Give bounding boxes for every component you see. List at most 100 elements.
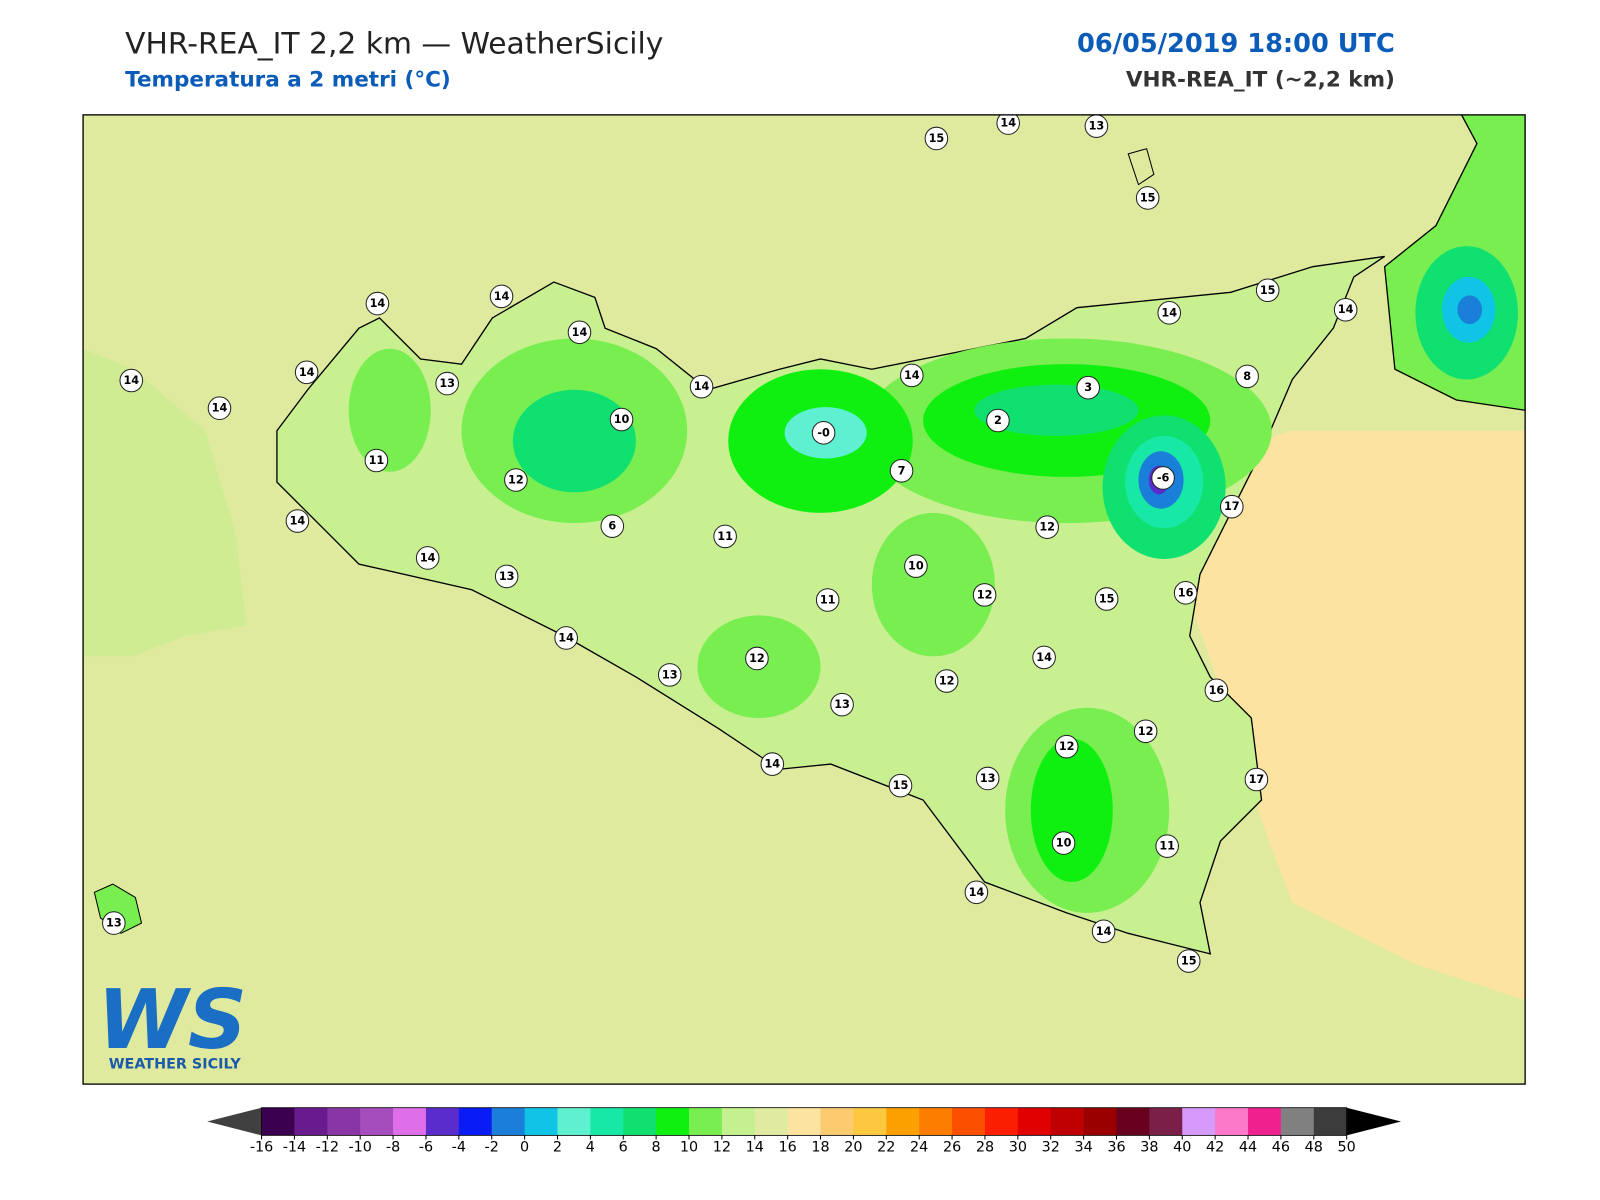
model: VHR-REA_IT (~2,2 km)	[1126, 68, 1395, 93]
logo-text: WEATHER SICILY	[109, 1057, 242, 1073]
station-marker	[760, 752, 785, 776]
colorbar-bin	[853, 1107, 887, 1136]
colorbar-bin	[360, 1107, 394, 1136]
station-value: 12	[939, 675, 955, 688]
station-value: 11	[820, 594, 836, 607]
colorbar-tick-label: 22	[877, 1140, 895, 1156]
datetime: 06/05/2019 18:00 UTC	[1077, 29, 1395, 59]
station-value: 14	[904, 369, 920, 382]
colorbar-bin	[919, 1107, 953, 1136]
station-value: 11	[717, 530, 733, 543]
colorbar-tick-label: 28	[976, 1140, 994, 1156]
colorbar-tick-label: 44	[1239, 1140, 1257, 1156]
station-value: 14	[694, 380, 710, 393]
station-marker	[554, 626, 578, 650]
station-marker	[657, 663, 682, 687]
station-value: 15	[1181, 955, 1197, 968]
colorbar-tick-label: 4	[586, 1140, 595, 1156]
station-value: 12	[977, 588, 993, 601]
colorbar: -16 -14 -12 -10 -8 -6 -4 -2 0 2 4 6 8 10 12 14 16 18 20 22 2…	[207, 1107, 1402, 1156]
colorbar-tick-label: 30	[1009, 1140, 1027, 1156]
colorbar-bin	[1149, 1107, 1183, 1136]
station-value: 10	[1056, 837, 1072, 850]
colorbar-bin	[1248, 1107, 1282, 1136]
station-marker	[609, 407, 634, 432]
colorbar-tick-label: -6	[419, 1140, 433, 1156]
station-value: 15	[1099, 592, 1115, 605]
station-value: -6	[1157, 471, 1170, 484]
colorbar-bin	[1313, 1107, 1348, 1136]
station-marker	[924, 126, 949, 151]
station-value: 13	[834, 698, 850, 711]
station-marker	[1094, 587, 1119, 611]
colorbar-bin	[557, 1107, 591, 1136]
station-marker	[964, 880, 989, 905]
station-value: 14	[969, 886, 985, 899]
station-marker	[1255, 278, 1280, 303]
station-marker	[713, 524, 737, 549]
colorbar-under	[207, 1107, 262, 1136]
station-value: 13	[499, 570, 515, 583]
colorbar-tick-label: 34	[1074, 1140, 1092, 1156]
colorbar-bin	[294, 1107, 328, 1136]
map: WS WEATHER SICILY 15 14 13 15 14 14 14 15 14 14 14…	[83, 114, 1526, 1085]
station-value: 6	[608, 520, 616, 533]
colorbar-tick-label: 10	[680, 1140, 698, 1156]
colorbar-over	[1346, 1107, 1402, 1136]
station-value: 17	[1249, 773, 1265, 786]
station-marker	[1054, 734, 1079, 759]
station-value: 15	[929, 132, 945, 145]
station-marker	[294, 360, 319, 385]
colorbar-bin	[590, 1107, 624, 1136]
colorbar-tick-label: 36	[1107, 1140, 1125, 1156]
station-value: 13	[106, 917, 122, 930]
colorbar-tick-label: 38	[1140, 1140, 1158, 1156]
colorbar-bin	[1215, 1107, 1249, 1136]
station-value: 14	[572, 326, 588, 339]
warm-sea	[1194, 430, 1526, 1000]
station-marker	[415, 546, 440, 570]
station-value: -0	[817, 426, 830, 439]
station-value: 14	[1338, 303, 1354, 316]
station-marker	[364, 448, 389, 473]
colorbar-tick-label: -2	[485, 1140, 499, 1156]
island	[1127, 148, 1155, 186]
colorbar-bin	[524, 1107, 558, 1136]
station-marker	[934, 669, 959, 693]
station-marker	[285, 509, 310, 533]
colorbar-bin	[425, 1107, 460, 1136]
colorbar-tick-label: -4	[452, 1140, 466, 1156]
colorbar-bin	[1116, 1107, 1150, 1136]
station-marker	[899, 363, 924, 388]
logo-mark: WS	[97, 973, 247, 1068]
station-marker	[996, 114, 1020, 135]
station-marker	[888, 773, 913, 798]
sea-zone	[83, 348, 247, 657]
colorbar-tick-label: 8	[652, 1140, 661, 1156]
colorbar-bin	[721, 1107, 756, 1136]
colorbar-tick-label: -14	[283, 1140, 306, 1156]
station-value: 14	[1096, 925, 1112, 938]
station-marker	[494, 564, 519, 589]
colorbar-bin	[491, 1107, 526, 1136]
station-value: 2	[994, 414, 1002, 427]
station-marker	[1157, 301, 1182, 325]
station-value: 14	[123, 374, 139, 387]
station-value: 12	[508, 474, 524, 487]
station-value: 14	[290, 515, 306, 528]
station-value: 13	[439, 377, 455, 390]
station-value: 10	[908, 560, 924, 573]
station-marker	[975, 766, 1000, 791]
station-marker	[1084, 114, 1109, 138]
colorbar-bin	[1182, 1107, 1216, 1136]
station-marker	[1035, 515, 1059, 539]
colorbar-bin	[1280, 1107, 1315, 1136]
station-marker	[830, 692, 854, 717]
station-marker	[811, 421, 836, 445]
station-marker	[207, 396, 232, 420]
station-marker	[1235, 364, 1259, 389]
station-value: 14	[212, 402, 228, 415]
station-value: 3	[1084, 381, 1092, 394]
station-marker	[1076, 375, 1100, 400]
